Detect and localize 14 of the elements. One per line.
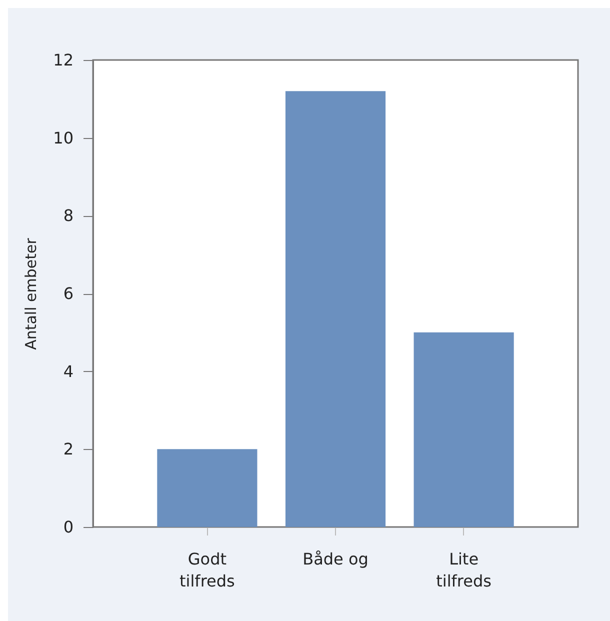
y-tick-label: 0 — [63, 518, 74, 536]
bar — [157, 449, 258, 527]
y-tick-label: 4 — [63, 362, 74, 381]
y-tick-label: 12 — [53, 50, 74, 70]
bar — [285, 91, 386, 527]
y-tick-label: 10 — [53, 128, 74, 148]
y-axis-title: Antall embeter — [22, 237, 40, 350]
x-tick-label: Lite tilfreds — [436, 550, 492, 590]
y-tick-label: 2 — [63, 440, 74, 459]
y-tick-label: 6 — [63, 284, 74, 303]
x-tick-label: Godt tilfreds — [180, 550, 235, 590]
bar — [414, 332, 514, 527]
y-tick-label: 8 — [63, 206, 74, 226]
x-tick-label: Både og — [302, 550, 368, 568]
